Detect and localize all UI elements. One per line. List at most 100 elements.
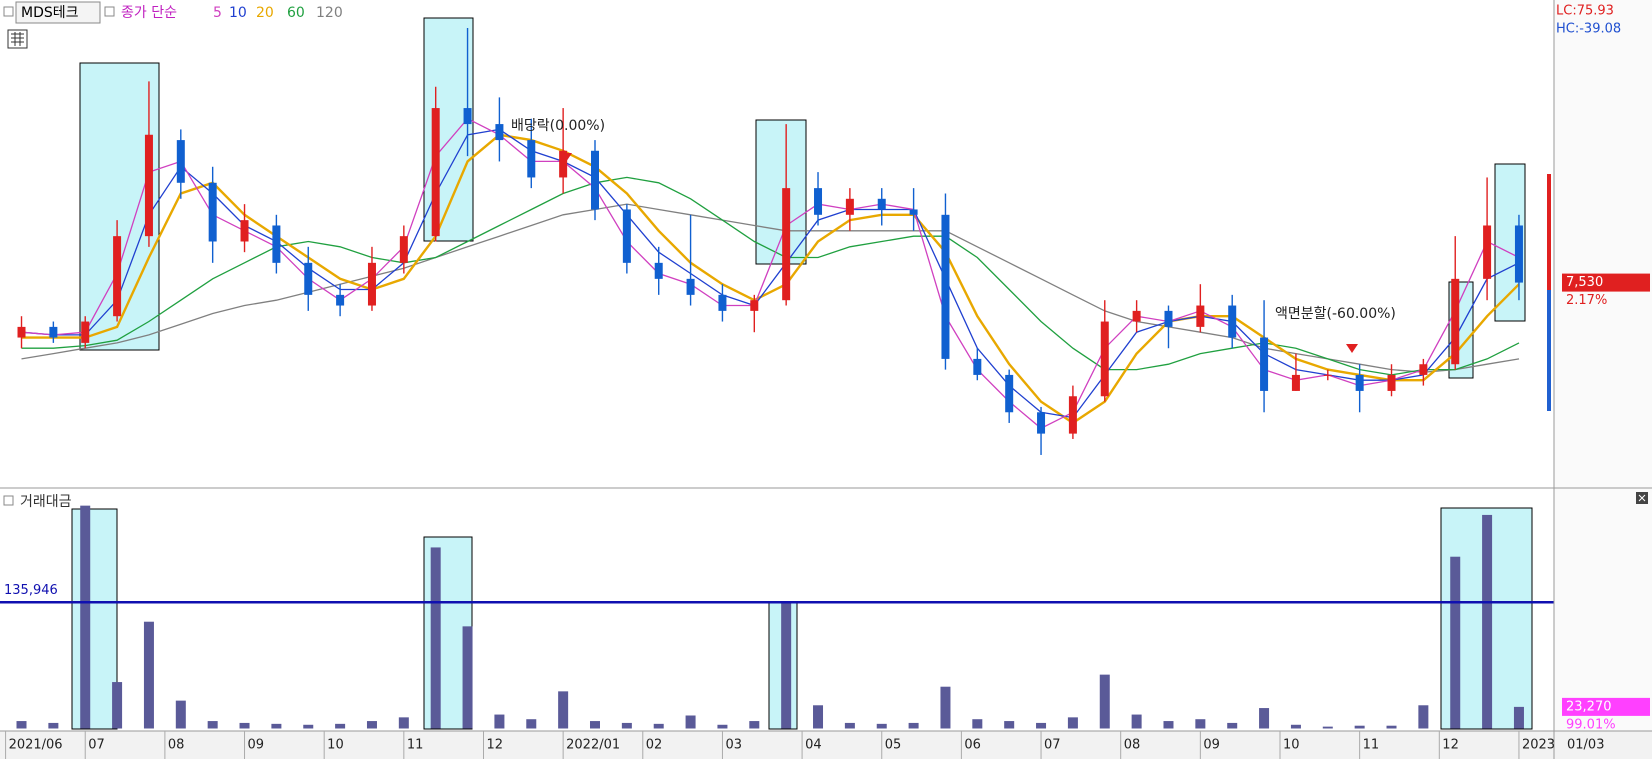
volume-bar bbox=[1259, 708, 1270, 729]
volume-bar bbox=[1418, 705, 1429, 729]
volume-bar bbox=[1290, 724, 1301, 729]
icon[interactable] bbox=[3, 495, 14, 506]
volume-bar bbox=[1131, 714, 1142, 729]
volume-bar bbox=[558, 691, 569, 729]
volume-bar bbox=[972, 719, 983, 729]
volume-bar bbox=[813, 705, 824, 729]
x-tick-label: 2021/06 bbox=[9, 738, 63, 753]
last-price-label: 7,530 bbox=[1566, 275, 1603, 290]
moving-average-line bbox=[21, 117, 1520, 430]
x-tick-label: 09 bbox=[248, 738, 265, 753]
candle-body bbox=[17, 326, 26, 338]
x-tick-label: 10 bbox=[1283, 738, 1300, 753]
candle-body bbox=[1387, 374, 1396, 391]
last-value-tag bbox=[1562, 697, 1650, 716]
moving-average-line bbox=[21, 176, 1520, 376]
candle-body bbox=[941, 214, 950, 359]
legend-entry: 10 bbox=[229, 5, 247, 21]
candle-body bbox=[272, 225, 281, 263]
x-tick-label: 02 bbox=[646, 738, 663, 753]
candle-body bbox=[336, 294, 345, 306]
table-icon-grid bbox=[11, 32, 24, 46]
close-icon bbox=[1638, 494, 1646, 502]
change-label: 2.17% bbox=[1566, 293, 1607, 308]
candle-body bbox=[1451, 278, 1460, 365]
candle-body bbox=[113, 236, 122, 317]
candle-body bbox=[176, 140, 185, 183]
candle-body bbox=[877, 198, 886, 210]
candle-body bbox=[1419, 364, 1428, 375]
range-indicator bbox=[1547, 290, 1551, 411]
volume-bar bbox=[175, 700, 186, 729]
volume-bar bbox=[685, 715, 696, 729]
x-tick-label: 08 bbox=[1124, 738, 1141, 753]
candle-body bbox=[1100, 321, 1109, 397]
candle-body bbox=[495, 124, 504, 141]
candle-body bbox=[49, 326, 58, 338]
table-icon[interactable] bbox=[7, 29, 28, 49]
reference-label: 135,946 bbox=[4, 583, 58, 598]
highlight-box bbox=[71, 508, 118, 730]
candle-body bbox=[1005, 374, 1014, 413]
volume-bar bbox=[430, 547, 441, 729]
moving-average-line bbox=[21, 128, 1520, 419]
lc-label: LC:75.93 bbox=[1556, 4, 1614, 19]
current-date: 01/03 bbox=[1567, 738, 1604, 753]
candle-body bbox=[718, 294, 727, 311]
candle-body bbox=[431, 108, 440, 237]
candle-body bbox=[686, 278, 695, 295]
candle-body bbox=[973, 358, 982, 375]
x-tick-label: 04 bbox=[805, 738, 822, 753]
icon[interactable] bbox=[104, 6, 115, 17]
volume-bar bbox=[48, 722, 59, 729]
event-marker bbox=[1346, 344, 1358, 353]
volume-bar bbox=[844, 722, 855, 729]
highlight-box bbox=[755, 119, 807, 265]
volume-bar bbox=[1195, 719, 1206, 729]
event-marker bbox=[560, 153, 572, 162]
symbol[interactable]: MDS테크 bbox=[21, 5, 79, 21]
x-tick-label: 09 bbox=[1203, 738, 1220, 753]
x-tick-label: 12 bbox=[486, 738, 503, 753]
candle-body bbox=[622, 209, 631, 263]
x-tick-label: 07 bbox=[1044, 738, 1061, 753]
candle-body bbox=[240, 220, 249, 242]
volume-bar bbox=[112, 682, 123, 729]
symbol-box[interactable] bbox=[15, 1, 101, 24]
indicator-name: 종가 단순 bbox=[121, 5, 177, 21]
volume-bar bbox=[1004, 721, 1015, 729]
candle-body bbox=[1196, 305, 1205, 327]
range-indicator bbox=[1547, 174, 1551, 290]
icon[interactable] bbox=[3, 6, 14, 17]
volume-bar bbox=[1099, 674, 1110, 729]
volume-bar bbox=[303, 724, 314, 729]
candle-body bbox=[1228, 305, 1237, 338]
x-tick-label: 11 bbox=[1363, 738, 1380, 753]
volume-bar bbox=[1354, 725, 1365, 729]
candle-body bbox=[304, 262, 313, 295]
candle-body bbox=[1260, 337, 1269, 391]
candle-body bbox=[654, 262, 663, 279]
volume-bar bbox=[1036, 722, 1047, 729]
volume-bar bbox=[1482, 514, 1493, 729]
volume-bar bbox=[526, 719, 537, 729]
legend-entry: 5 bbox=[213, 5, 222, 21]
volume-bar bbox=[1513, 706, 1524, 729]
volume-bar bbox=[1322, 726, 1333, 729]
axis-column bbox=[1554, 0, 1652, 731]
volume-bar bbox=[908, 722, 919, 729]
candle-body bbox=[527, 140, 536, 178]
x-tick-label: 12 bbox=[1442, 738, 1459, 753]
volume-bar bbox=[876, 723, 887, 729]
volume-bar bbox=[494, 714, 505, 729]
x-tick-label: 11 bbox=[407, 738, 424, 753]
x-tick-label: 2023 bbox=[1522, 738, 1555, 753]
candle-body bbox=[1164, 310, 1173, 327]
legend-entry: 120 bbox=[316, 5, 343, 21]
volume-bar bbox=[335, 723, 346, 729]
candle-body bbox=[1132, 310, 1141, 322]
candle-body bbox=[1068, 396, 1077, 434]
